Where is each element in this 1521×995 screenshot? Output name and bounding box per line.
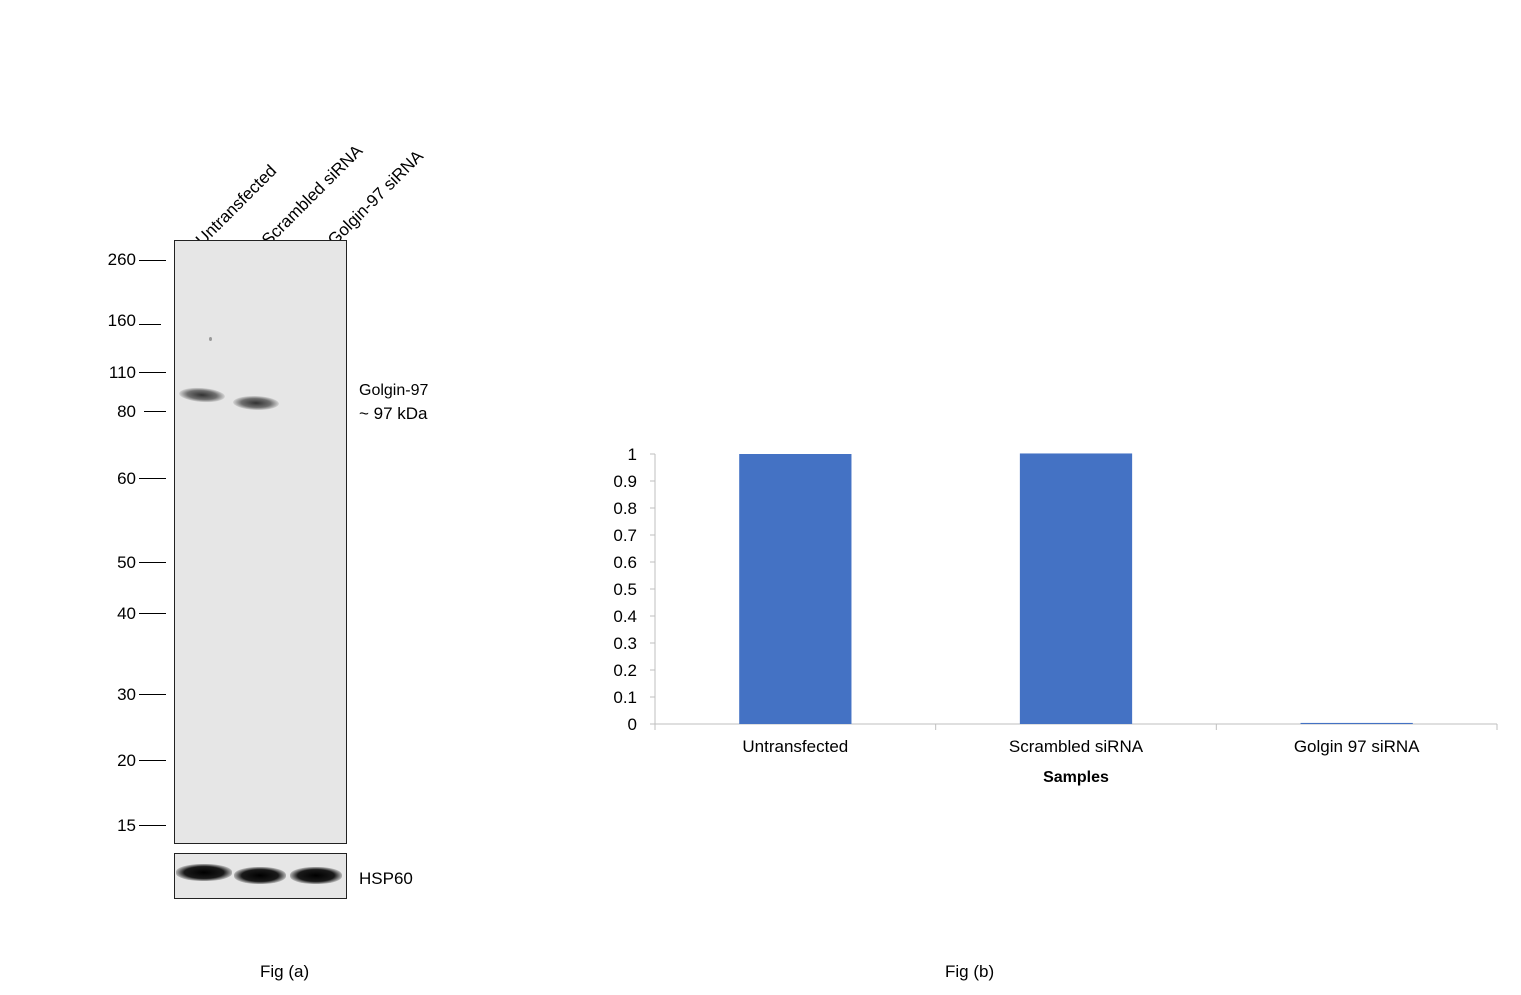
hsp60-band-untransfected xyxy=(176,864,232,881)
hsp60-band-scrambled xyxy=(234,867,286,884)
y-tick-label: 0.6 xyxy=(613,553,637,572)
mw-marker-15: 15 xyxy=(117,816,136,835)
mw-marker-30: 30 xyxy=(117,685,136,704)
target-size-label: ~ 97 kDa xyxy=(359,404,428,423)
mw-tick-30 xyxy=(139,694,166,695)
y-tick-label: 0.7 xyxy=(613,526,637,545)
y-tick-label: 0.1 xyxy=(613,688,637,707)
y-tick-label: 0.9 xyxy=(613,472,637,491)
target-protein-label: Golgin-97 xyxy=(359,382,429,399)
mw-tick-50 xyxy=(139,562,166,563)
blot-membrane-loading-control xyxy=(174,853,347,899)
x-axis-title: Samples xyxy=(1043,769,1109,786)
mw-marker-80: 80 xyxy=(117,402,136,421)
x-tick-label: Scrambled siRNA xyxy=(1009,737,1144,756)
bar xyxy=(1019,453,1133,724)
mw-tick-110 xyxy=(139,372,166,373)
y-tick-label: 0.4 xyxy=(613,607,637,626)
mw-marker-60: 60 xyxy=(117,469,136,488)
loading-control-label: HSP60 xyxy=(359,869,413,888)
mw-marker-20: 20 xyxy=(117,751,136,770)
figure-a-caption: Fig (a) xyxy=(260,962,310,981)
y-tick-label: 0.8 xyxy=(613,499,637,518)
mw-tick-15 xyxy=(139,825,166,826)
figure-b-caption: Fig (b) xyxy=(945,962,995,981)
blot-speck xyxy=(209,337,212,341)
hsp60-band-golgin97 xyxy=(290,867,342,884)
mw-tick-160 xyxy=(139,324,161,325)
bar xyxy=(1300,722,1413,724)
y-tick-label: 0.2 xyxy=(613,661,637,680)
y-tick-label: 0.3 xyxy=(613,634,637,653)
mw-marker-40: 40 xyxy=(117,604,136,623)
blot-membrane-main xyxy=(174,240,347,844)
mw-marker-110: 110 xyxy=(108,363,136,382)
mw-tick-20 xyxy=(139,760,166,761)
mw-tick-40 xyxy=(139,613,166,614)
y-tick-label: 1 xyxy=(628,445,637,464)
mw-tick-260 xyxy=(139,260,166,261)
mw-marker-260: 260 xyxy=(107,250,136,269)
x-tick-label: Untransfected xyxy=(742,737,848,756)
y-tick-label: 0 xyxy=(628,715,637,734)
bar xyxy=(739,454,852,724)
mw-tick-80 xyxy=(144,411,166,412)
y-tick-label: 0.5 xyxy=(613,580,637,599)
mw-marker-50: 50 xyxy=(117,553,136,572)
x-tick-label: Golgin 97 siRNA xyxy=(1294,737,1420,756)
mw-marker-160: 160 xyxy=(107,311,136,330)
mw-tick-60 xyxy=(139,478,166,479)
